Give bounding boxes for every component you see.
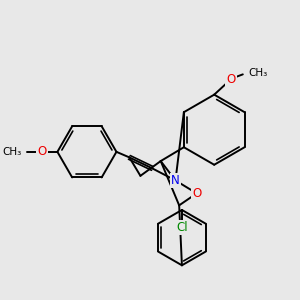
Text: O: O — [192, 187, 201, 200]
Text: N: N — [171, 174, 180, 187]
Text: CH₃: CH₃ — [248, 68, 268, 77]
Text: O: O — [226, 74, 236, 86]
Text: O: O — [37, 145, 46, 158]
Text: Cl: Cl — [176, 221, 188, 234]
Text: CH₃: CH₃ — [2, 147, 21, 157]
